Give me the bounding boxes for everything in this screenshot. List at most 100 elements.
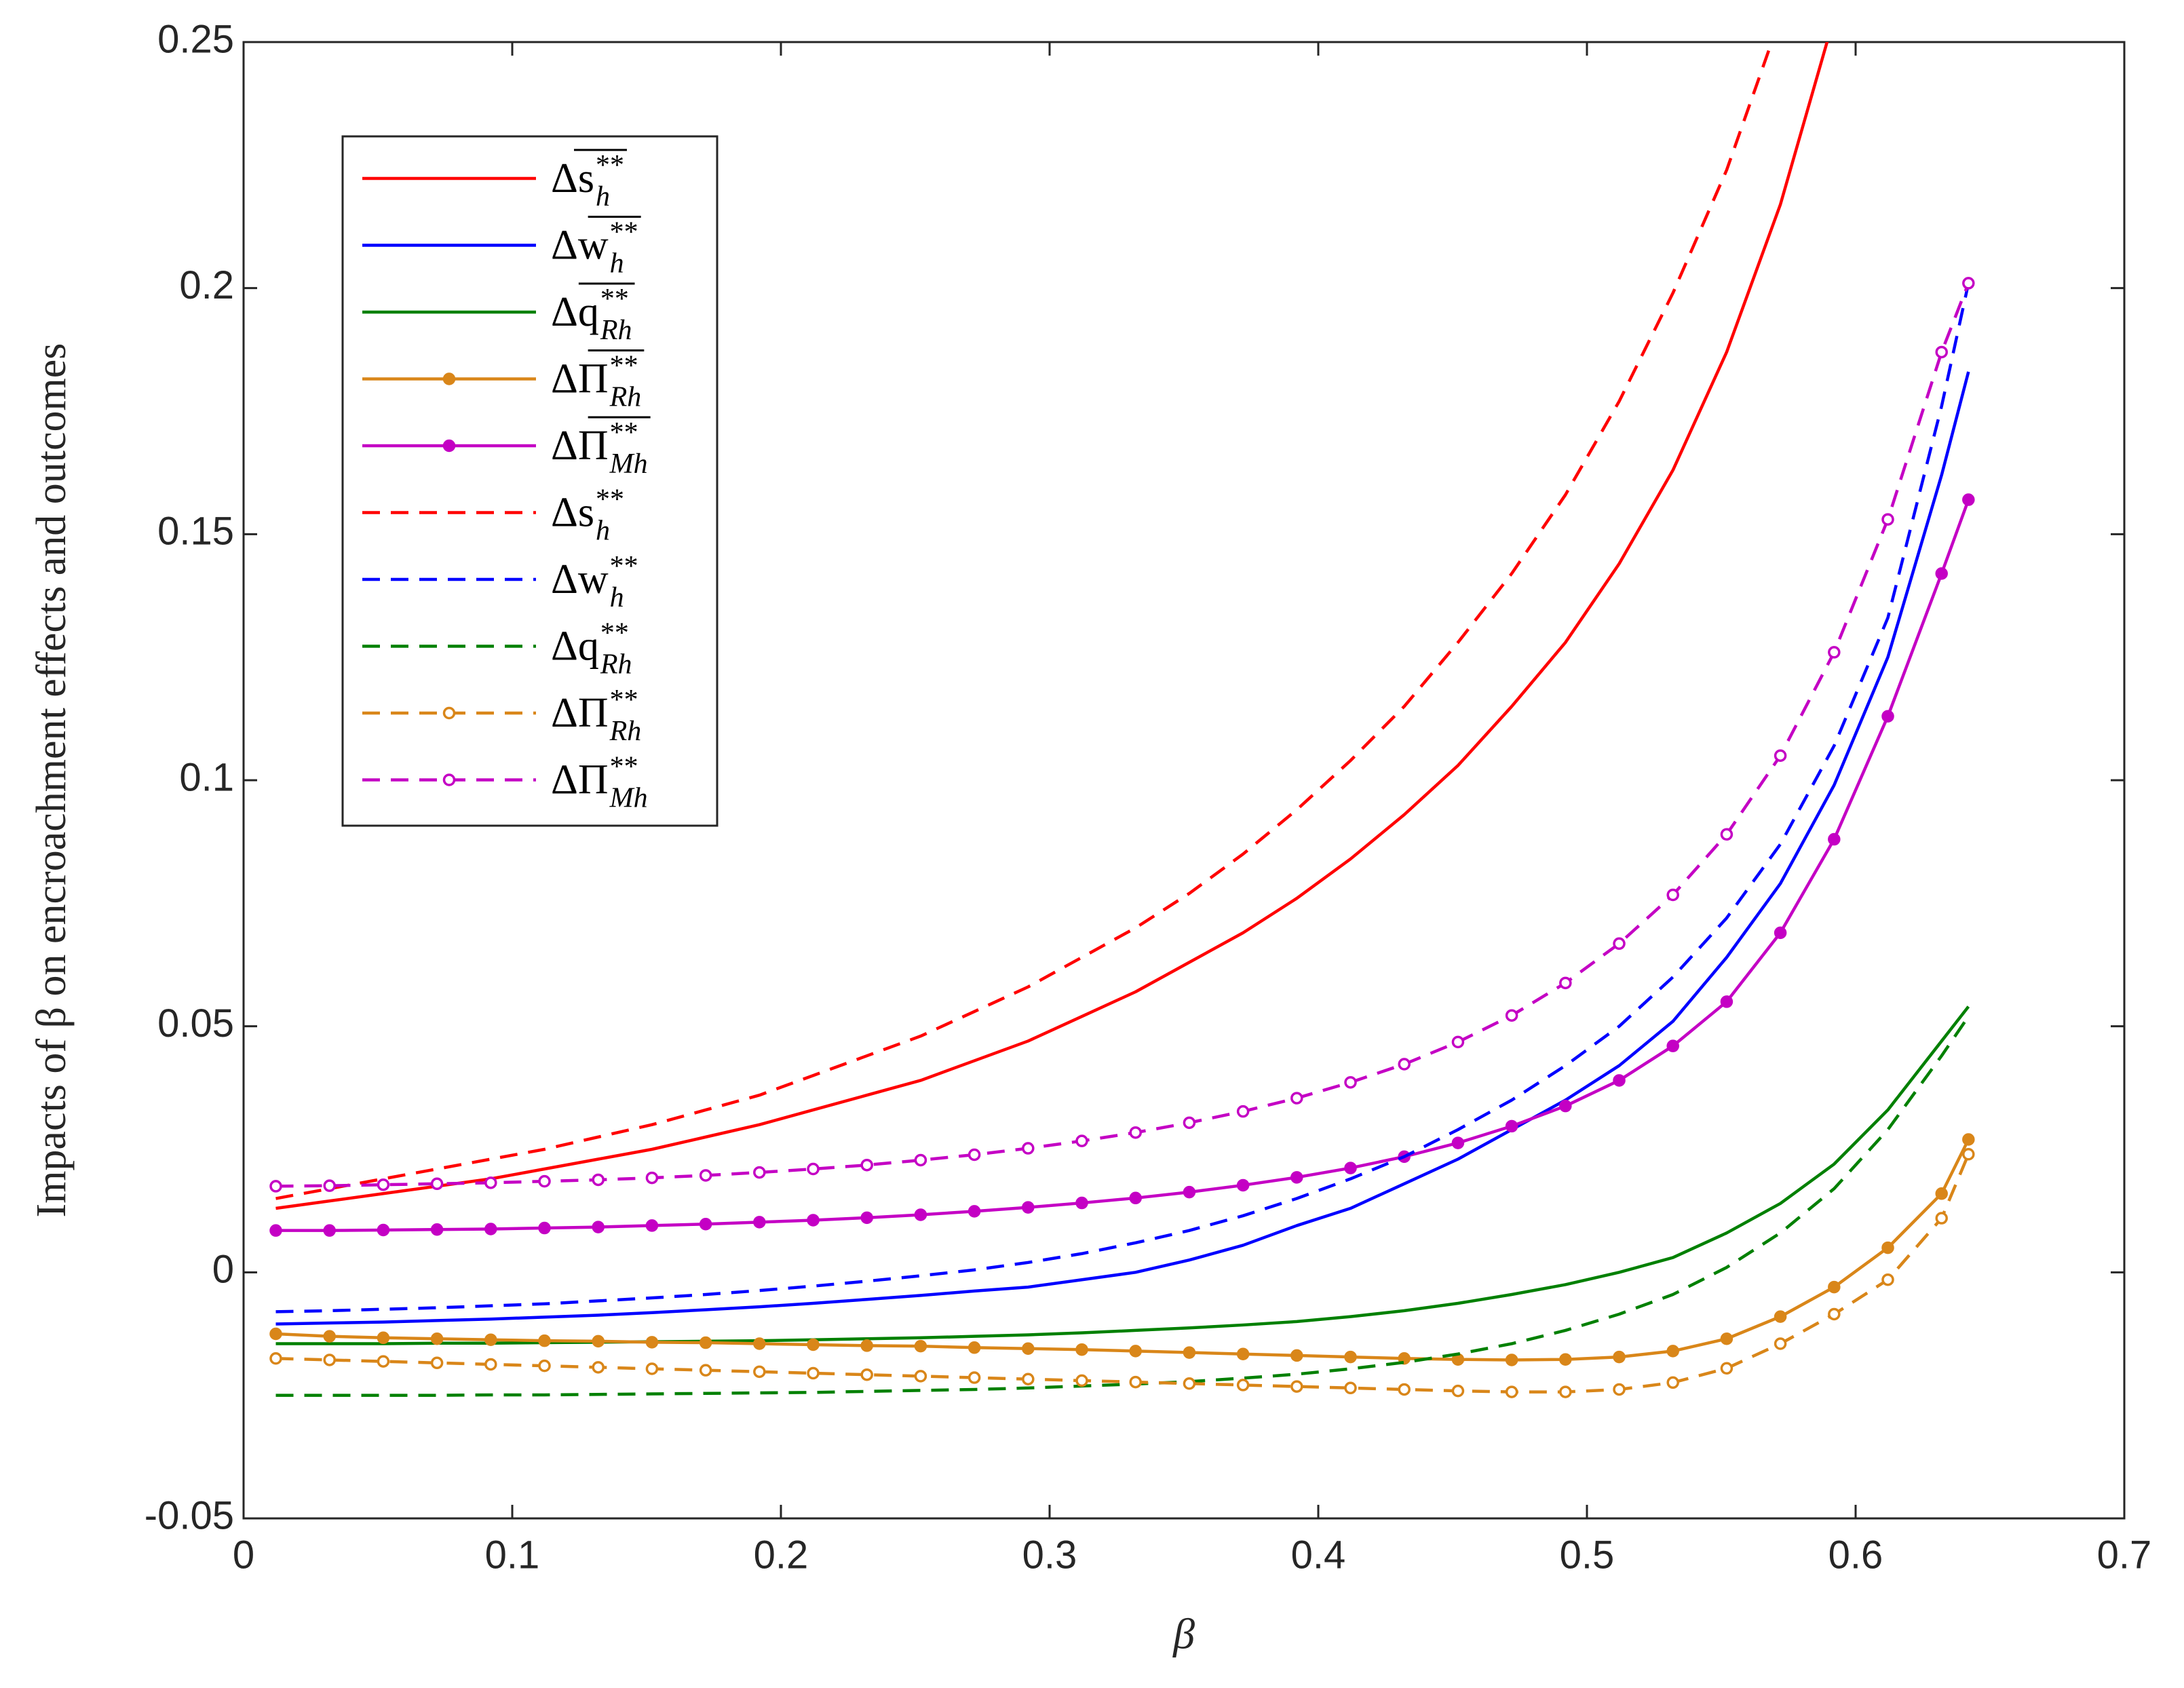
series-marker bbox=[1881, 710, 1894, 723]
series-marker bbox=[1290, 1349, 1303, 1362]
series-marker bbox=[807, 1214, 820, 1227]
legend-superscript: ** bbox=[609, 351, 637, 382]
series-marker bbox=[430, 1177, 444, 1191]
legend-label: ΔΠ** Mh bbox=[551, 417, 648, 480]
series-marker bbox=[699, 1364, 712, 1377]
series-marker bbox=[323, 1330, 336, 1343]
series-marker bbox=[430, 1356, 444, 1370]
legend-marker bbox=[442, 706, 456, 720]
series-marker bbox=[1075, 1134, 1088, 1147]
series-marker bbox=[1935, 345, 1948, 359]
series-marker bbox=[1183, 1346, 1196, 1359]
series-marker bbox=[430, 1332, 444, 1345]
series-marker bbox=[968, 1148, 981, 1162]
series-marker bbox=[1666, 1376, 1679, 1389]
series-marker bbox=[807, 1162, 820, 1176]
series-line bbox=[275, 1005, 1970, 1345]
series-marker bbox=[1290, 1092, 1303, 1105]
y-axis-label: Impacts of β on encroachment effects and… bbox=[28, 343, 75, 1218]
legend-label: ΔΠ** Mh bbox=[551, 752, 648, 814]
legend-superscript: ** bbox=[609, 417, 637, 448]
series-marker bbox=[484, 1176, 497, 1189]
series-marker bbox=[484, 1358, 497, 1371]
series-marker bbox=[430, 1223, 444, 1236]
series-marker bbox=[914, 1208, 927, 1221]
y-tick-label: 0 bbox=[212, 1248, 234, 1292]
x-tick-label: 0.4 bbox=[1291, 1533, 1346, 1577]
series-line bbox=[275, 42, 1829, 1210]
series-marker bbox=[699, 1336, 712, 1349]
series-marker bbox=[1451, 1136, 1465, 1149]
series-marker bbox=[1398, 1383, 1411, 1396]
series-marker bbox=[1129, 1191, 1142, 1205]
series-marker bbox=[1720, 995, 1733, 1008]
legend-name: ΔΠ bbox=[551, 356, 609, 402]
y-tick-label: 0.1 bbox=[179, 755, 234, 799]
series-marker bbox=[1344, 1076, 1357, 1089]
series-marker bbox=[1129, 1345, 1142, 1358]
series-marker bbox=[592, 1361, 605, 1374]
legend-superscript: ** bbox=[609, 217, 637, 248]
legend-superscript: ** bbox=[599, 618, 628, 649]
series-marker bbox=[1881, 1241, 1894, 1254]
legend-name: ΔΠ bbox=[551, 423, 609, 469]
legend-subscript: h bbox=[610, 582, 624, 613]
series-marker bbox=[1613, 1383, 1626, 1396]
series-marker bbox=[860, 1158, 873, 1172]
series-marker bbox=[377, 1178, 390, 1191]
legend-superscript: ** bbox=[599, 284, 628, 315]
series-marker bbox=[1828, 832, 1841, 846]
series-marker bbox=[592, 1335, 605, 1348]
series-marker bbox=[968, 1205, 981, 1218]
legend-name: ΔΠ bbox=[551, 690, 609, 736]
series-marker bbox=[1666, 1345, 1679, 1358]
series-marker bbox=[1774, 1337, 1787, 1350]
series-marker bbox=[1290, 1171, 1303, 1184]
series-marker bbox=[753, 1365, 766, 1379]
series-marker bbox=[1183, 1116, 1196, 1130]
series-marker bbox=[914, 1153, 927, 1167]
series-marker bbox=[269, 1327, 282, 1341]
series-marker bbox=[1774, 1310, 1787, 1323]
series-marker bbox=[645, 1219, 659, 1232]
series-marker bbox=[1962, 277, 1975, 290]
series-marker bbox=[1129, 1375, 1142, 1389]
series-marker bbox=[1183, 1377, 1196, 1390]
series-marker bbox=[1075, 1374, 1088, 1387]
series-line bbox=[275, 371, 1970, 1326]
series-marker bbox=[1613, 1074, 1626, 1087]
legend-label: ΔΠ** Rh bbox=[551, 351, 641, 413]
legend-superscript: ** bbox=[594, 484, 623, 516]
y-tick-label: 0.25 bbox=[157, 17, 234, 61]
series-marker bbox=[1828, 1307, 1841, 1321]
curves bbox=[269, 42, 1975, 1398]
legend-label: Δq** Rh bbox=[551, 618, 632, 680]
y-tick-label: 0.15 bbox=[157, 510, 234, 554]
series-marker bbox=[1613, 937, 1626, 951]
series-marker bbox=[1344, 1350, 1357, 1364]
series-marker bbox=[753, 1166, 766, 1179]
legend-name: Δw bbox=[551, 223, 609, 269]
series-marker bbox=[1505, 1354, 1518, 1366]
series-marker bbox=[1774, 749, 1787, 762]
series-marker bbox=[538, 1334, 551, 1347]
series-marker bbox=[1559, 1385, 1572, 1398]
series-marker bbox=[1022, 1373, 1035, 1385]
series-marker bbox=[538, 1174, 551, 1188]
series-marker bbox=[323, 1179, 336, 1192]
series-marker bbox=[377, 1331, 390, 1345]
series-marker bbox=[1828, 1280, 1841, 1294]
legend-subscript: h bbox=[596, 181, 610, 212]
legend-subscript: Rh bbox=[609, 716, 642, 747]
x-tick-label: 0.3 bbox=[1022, 1533, 1077, 1577]
series-marker bbox=[860, 1339, 873, 1352]
series-marker bbox=[1022, 1342, 1035, 1356]
legend-label: Δq** Rh bbox=[551, 284, 632, 346]
series-marker bbox=[1236, 1105, 1250, 1118]
legend-label: Δs** h bbox=[551, 150, 623, 212]
series-marker bbox=[860, 1211, 873, 1225]
series-marker bbox=[1559, 1353, 1572, 1366]
series-marker bbox=[592, 1173, 605, 1187]
